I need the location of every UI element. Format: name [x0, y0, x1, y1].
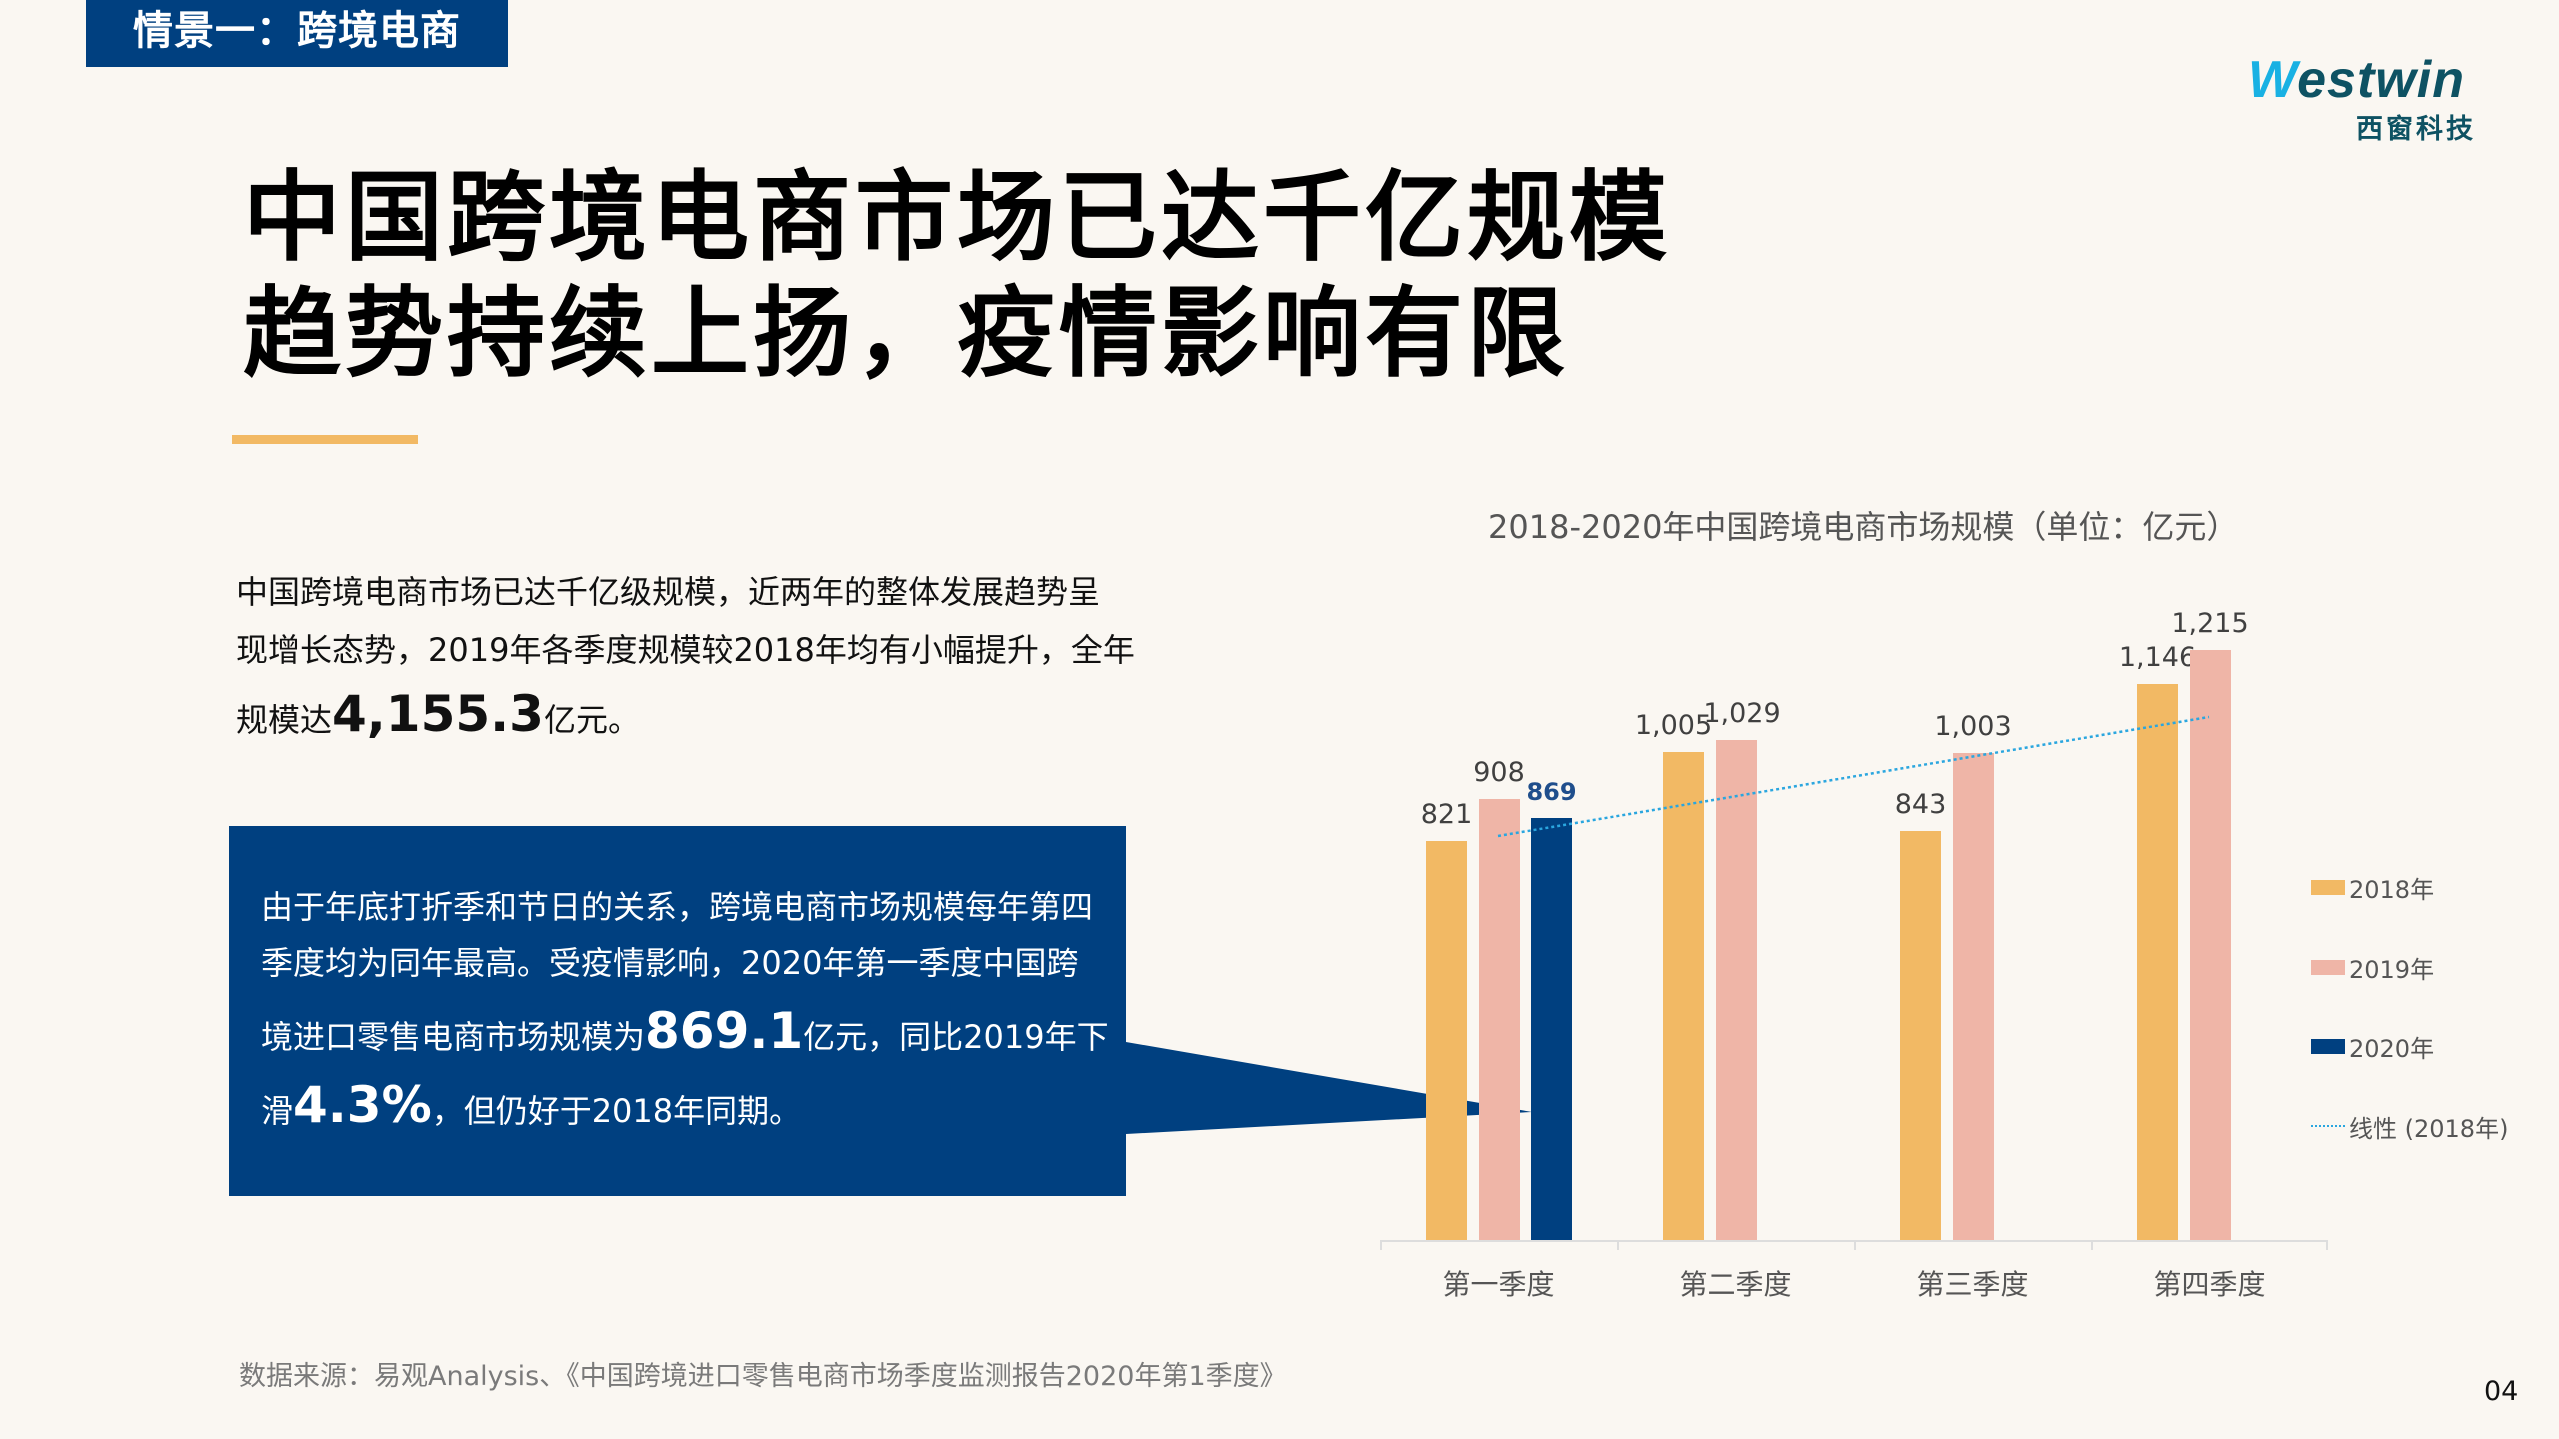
- legend-label: 2018年: [2349, 875, 2435, 904]
- callout-line-3-prefix: 境进口零售电商市场规模为: [261, 1018, 646, 1056]
- legend-swatch-2018: [2311, 879, 2345, 895]
- data-label: 843: [1894, 788, 1947, 820]
- title-line-1: 中国跨境电商市场已达千亿规模: [243, 161, 1672, 275]
- legend-item-2020: 2020年: [2311, 1031, 2435, 1063]
- callout-line-4: 滑4.3%，但仍好于2018年同期。: [261, 1077, 1121, 1139]
- callout-line-3: 境进口零售电商市场规模为869.1亿元，同比2019年下: [261, 1003, 1121, 1065]
- yoy-decline-value: 4.3%: [293, 1076, 432, 1134]
- bar-2019年-第一季度: [1478, 799, 1520, 1240]
- bar-2018年-第三季度: [1900, 830, 1941, 1240]
- accent-divider: [232, 435, 418, 444]
- data-label: 1,215: [2171, 608, 2249, 639]
- callout-line-2: 季度均为同年最高。受疫情影响，2020年第一季度中国跨: [261, 944, 1079, 982]
- intro-line-3-suffix: 亿元。: [543, 701, 640, 739]
- bar-2020年-第一季度: [1531, 818, 1572, 1240]
- logo-wordmark: Westwin: [2248, 52, 2465, 108]
- legend-label: 2020年: [2349, 1034, 2435, 1063]
- page-title: 中国跨境电商市场已达千亿规模 趋势持续上扬，疫情影响有限: [243, 160, 1671, 392]
- bar-2018年-第四季度: [2137, 683, 2178, 1240]
- x-axis-tick: [1854, 1240, 1856, 1250]
- category-label-q1: 第一季度: [1442, 1268, 1555, 1301]
- data-label: 1,029: [1703, 698, 1781, 730]
- x-axis-tick: [1617, 1240, 1619, 1250]
- intro-line-3: 规模达4,155.3亿元。: [236, 685, 1136, 749]
- data-label: 908: [1473, 757, 1525, 789]
- logo-cn-name: 西窗科技: [2356, 114, 2476, 145]
- legend-label: 2019年: [2349, 955, 2435, 984]
- bar-2019年-第二季度: [1715, 740, 1757, 1240]
- chart-title: 2018-2020年中国跨境电商市场规模（单位：亿元）: [1488, 508, 2239, 546]
- category-label-q4: 第四季度: [2153, 1268, 2266, 1301]
- callout-line-4-suffix: ，但仍好于2018年同期。: [431, 1092, 802, 1130]
- callout-text: 由于年底打折季和节日的关系，跨境电商市场规模每年第四 季度均为同年最高。受疫情影…: [261, 879, 1121, 1139]
- data-source: 数据来源：易观Analysis、《中国跨境进口零售电商市场季度监测报告2020年…: [239, 1361, 1287, 1392]
- title-line-2: 趋势持续上扬，疫情影响有限: [243, 277, 1570, 391]
- intro-paragraph: 中国跨境电商市场已达千亿级规模，近两年的整体发展趋势呈 现增长态势，2019年各…: [236, 563, 1136, 749]
- x-axis: [1380, 1240, 2327, 1242]
- bar-2018年-第一季度: [1426, 841, 1467, 1240]
- callout-line-3-suffix: 亿元，同比2019年下: [803, 1018, 1109, 1056]
- q1-2020-value: 869.1: [645, 1002, 804, 1060]
- intro-line-2: 现增长态势，2019年各季度规模较2018年均有小幅提升，全年: [236, 631, 1135, 669]
- x-axis-tick: [2091, 1240, 2093, 1250]
- legend-item-trendline: 线性 (2018年): [2311, 1111, 2509, 1143]
- annual-total-value: 4,155.3: [332, 685, 544, 743]
- callout-line-1: 由于年底打折季和节日的关系，跨境电商市场规模每年第四: [261, 888, 1094, 926]
- legend-swatch-2019: [2311, 959, 2345, 975]
- data-label: 1,005: [1634, 709, 1713, 741]
- bar-2019年-第四季度: [2189, 650, 2231, 1240]
- x-axis-tick: [2326, 1240, 2328, 1250]
- page-number: 04: [2484, 1376, 2519, 1407]
- category-label-q3: 第三季度: [1916, 1268, 2029, 1301]
- data-label: 821: [1420, 799, 1473, 831]
- logo-word-rest: estwin: [2297, 51, 2465, 109]
- scene-tag: 情景一：跨境电商: [86, 0, 508, 67]
- x-axis-tick: [1380, 1240, 1382, 1250]
- legend-label: 线性 (2018年): [2349, 1114, 2509, 1143]
- legend-item-2019: 2019年: [2311, 952, 2435, 984]
- callout-line-4-prefix: 滑: [261, 1092, 294, 1130]
- bar-2018年-第二季度: [1663, 751, 1704, 1240]
- westwin-logo: Westwin 西窗科技: [2248, 52, 2488, 152]
- bar-2019年-第三季度: [1952, 752, 1994, 1240]
- legend-dotted-line-icon: [2311, 1125, 2345, 1127]
- category-label-q2: 第二季度: [1679, 1268, 1792, 1301]
- intro-line-3-prefix: 规模达: [236, 701, 333, 739]
- callout-box: 由于年底打折季和节日的关系，跨境电商市场规模每年第四 季度均为同年最高。受疫情影…: [229, 826, 1126, 1196]
- legend-item-2018: 2018年: [2311, 872, 2435, 904]
- legend-swatch-2020: [2311, 1038, 2345, 1054]
- data-label: 869: [1526, 778, 1577, 807]
- intro-line-1: 中国跨境电商市场已达千亿级规模，近两年的整体发展趋势呈: [236, 573, 1101, 611]
- data-label: 1,003: [1934, 710, 2012, 742]
- logo-w-icon: W: [2248, 51, 2298, 109]
- data-label: 1,146: [2118, 641, 2197, 673]
